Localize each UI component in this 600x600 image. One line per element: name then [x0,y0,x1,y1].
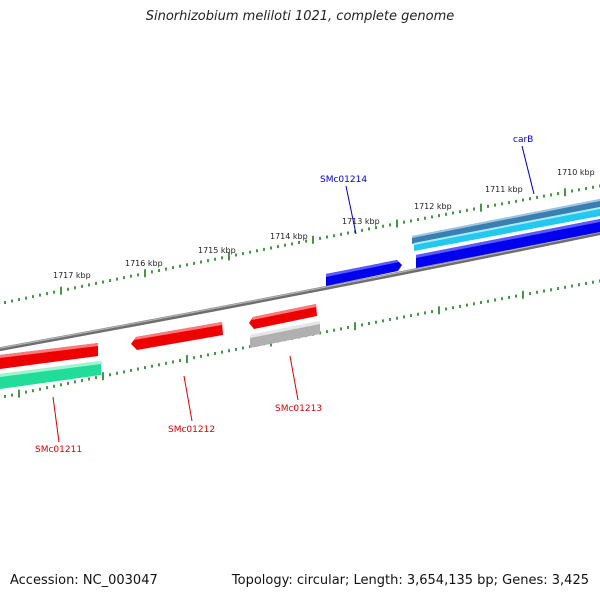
accession-label: Accession: NC_003047 [10,573,158,588]
gene-label-SMc01213[interactable]: SMc01213 [275,404,322,414]
SMc01211-leader-line [52,396,60,443]
gene-feature-SMc01214[interactable] [326,260,402,286]
gene-label-SMc01212[interactable]: SMc01212 [168,425,215,435]
tick-label-1715: 1715 kbp [198,246,236,255]
SMc01212-leader-line [183,375,193,422]
tick-label-1714: 1714 kbp [270,232,308,241]
forward-tick-track [4,184,600,304]
gene-feature-carB[interactable] [412,199,600,268]
tick-label-1711: 1711 kbp [485,185,523,194]
SMc01211-cds-bar[interactable] [0,343,98,369]
gene-feature-SMc01211[interactable] [0,343,101,389]
gene-label-carB[interactable]: carB [513,135,533,145]
tick-label-1710: 1710 kbp [557,168,595,177]
genome-title: Sinorhizobium meliloti 1021, complete ge… [145,9,455,24]
tick-label-1713: 1713 kbp [342,217,380,226]
carB-cds-bar[interactable] [416,219,600,268]
gene-label-SMc01211[interactable]: SMc01211 [35,445,82,455]
SMc01213-leader-line [289,355,299,401]
SMc01214-cds-arrow[interactable] [326,260,402,286]
tick-label-1717: 1717 kbp [53,271,91,280]
SMc01214-leader-line [345,185,357,235]
tick-label-1712: 1712 kbp [414,202,452,211]
SMc01211-rna-bar[interactable] [0,361,101,389]
reverse-tick-track [4,279,600,398]
genome-summary: Topology: circular; Length: 3,654,135 bp… [231,573,589,588]
chromosome-backbone [0,230,600,352]
gene-feature-SMc01212[interactable] [131,322,223,350]
SMc01213-gene-bar[interactable] [250,321,320,348]
carB-leader-line [521,145,535,195]
gene-label-SMc01214[interactable]: SMc01214 [320,175,367,185]
SMc01212-cds-arrow[interactable] [131,322,223,350]
tick-label-1716: 1716 kbp [125,259,163,268]
gene-feature-SMc01213[interactable] [249,304,320,348]
